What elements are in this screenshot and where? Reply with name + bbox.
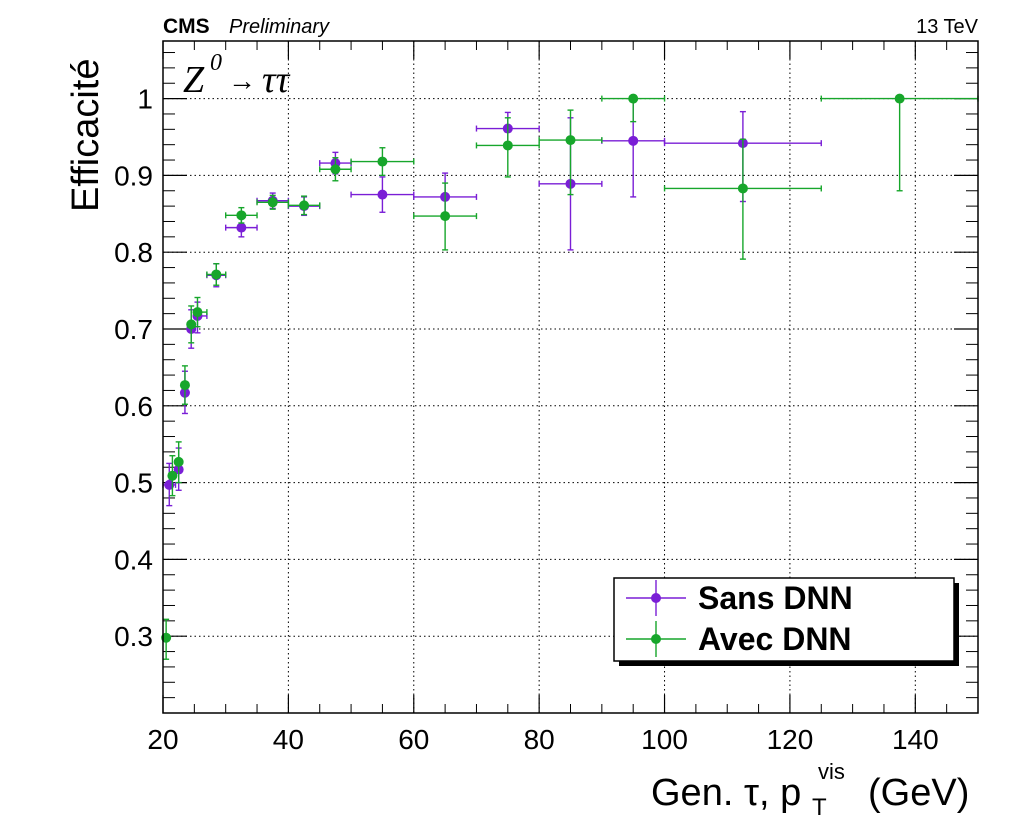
data-point: [350, 176, 415, 213]
process-arrow: →: [228, 65, 256, 96]
data-point: [601, 93, 666, 123]
data-point: [538, 109, 603, 196]
legend: Sans DNN Avec DNN: [613, 577, 959, 666]
y-tick-label: 0.5: [114, 468, 153, 499]
data-point: [663, 138, 822, 260]
marker: [192, 307, 203, 318]
data-point: [319, 157, 352, 182]
y-tick-label: 0.6: [114, 391, 153, 422]
marker: [894, 93, 905, 104]
process-z: Z: [183, 59, 205, 101]
data-point: [256, 194, 290, 210]
data-point: [192, 296, 208, 328]
marker: [330, 164, 341, 175]
y-tick-label: 0.9: [114, 160, 153, 191]
x-axis-title-main: Gen. τ, p: [651, 772, 801, 814]
legend-label-avec-dnn: Avec DNN: [698, 621, 852, 657]
status-label: Preliminary: [229, 16, 330, 38]
y-axis-title: Efficacité: [65, 59, 107, 212]
process-annotation: Z 0 → ττ: [183, 50, 291, 101]
x-tick-labels: 20 40 60 80 100 120 140: [147, 724, 938, 755]
process-final-state: ττ: [262, 59, 291, 101]
data-point: [475, 117, 540, 178]
marker: [299, 200, 310, 211]
marker: [737, 183, 748, 194]
x-axis-title-unit: (GeV): [868, 772, 969, 814]
marker: [628, 93, 639, 104]
marker: [167, 470, 178, 481]
data-point: [350, 147, 415, 177]
data-markers: [161, 93, 979, 660]
grid: [163, 41, 978, 713]
legend-swatch-marker: [651, 593, 661, 603]
marker: [186, 319, 197, 330]
x-axis-title: Gen. τ, p T vis (GeV): [651, 759, 969, 821]
marker: [377, 189, 388, 200]
marker: [173, 456, 184, 467]
data-point: [162, 462, 177, 507]
series-avec-dnn: [161, 93, 979, 660]
marker: [377, 156, 388, 167]
data-point: [206, 263, 227, 286]
legend-swatch-sans-dnn: [626, 580, 686, 616]
legend-swatch-marker: [651, 634, 661, 644]
x-tick-label: 60: [398, 724, 429, 755]
marker: [565, 135, 576, 146]
marker: [236, 210, 247, 221]
y-tick-labels: 0.3 0.4 0.5 0.6 0.7 0.8 0.9 1: [114, 84, 153, 653]
experiment-label: CMS: [163, 15, 210, 38]
legend-entries: [626, 580, 686, 657]
x-tick-label: 120: [767, 724, 814, 755]
data-point: [173, 441, 184, 484]
marker: [211, 269, 222, 280]
legend-swatch-avec-dnn: [626, 621, 686, 657]
axis-ticks: [162, 41, 979, 713]
y-tick-label: 0.8: [114, 237, 153, 268]
x-axis-title-subscript: T: [812, 794, 827, 821]
marker: [267, 197, 278, 208]
y-tick-label: 1: [137, 84, 153, 115]
process-z-superscript: 0: [210, 50, 222, 76]
marker: [440, 211, 451, 222]
marker: [502, 140, 513, 151]
data-point: [413, 182, 478, 251]
data-point: [167, 455, 178, 497]
data-point: [287, 195, 321, 216]
data-point: [820, 93, 979, 192]
x-axis-title-superscript: vis: [818, 759, 845, 784]
marker: [179, 380, 190, 391]
data-point: [186, 305, 197, 344]
y-tick-label: 0.7: [114, 314, 153, 345]
x-tick-label: 20: [147, 724, 178, 755]
marker: [628, 135, 639, 146]
legend-label-sans-dnn: Sans DNN: [698, 580, 853, 616]
marker: [236, 222, 247, 233]
series-sans-dnn: [162, 97, 822, 507]
y-tick-label: 0.4: [114, 544, 153, 575]
x-tick-label: 100: [641, 724, 688, 755]
energy-label: 13 TeV: [916, 16, 979, 38]
x-tick-label: 80: [524, 724, 555, 755]
legend-box: [613, 577, 955, 662]
plot-frame: [162, 40, 979, 714]
data-point: [179, 365, 190, 405]
x-tick-label: 140: [892, 724, 939, 755]
x-tick-label: 40: [273, 724, 304, 755]
y-tick-label: 0.3: [114, 621, 153, 652]
data-point: [224, 206, 258, 224]
